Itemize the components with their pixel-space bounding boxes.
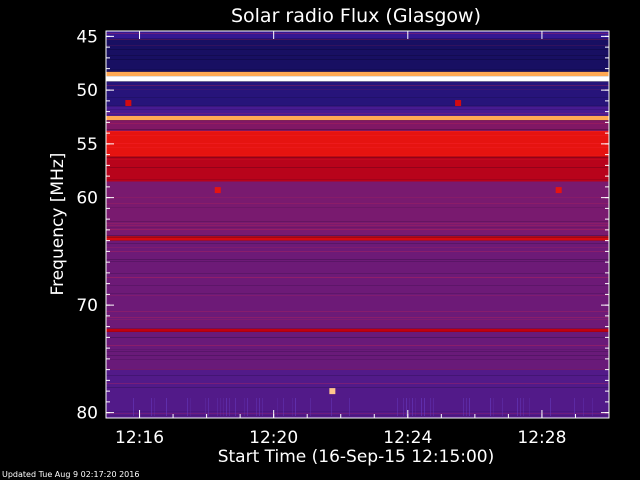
x-tick-label: 12:28 xyxy=(517,428,566,448)
x-axis: 12:16 12:20 12:24 12:28 xyxy=(105,31,610,448)
x-tick-label: 12:16 xyxy=(115,428,164,448)
frequency-band xyxy=(106,130,609,157)
x-tick-label: 12:20 xyxy=(249,428,298,448)
y-tick-label: 60 xyxy=(76,189,98,209)
x-axis-label: Start Time (16-Sep-15 12:15:00) xyxy=(218,447,495,467)
burst-point xyxy=(455,100,462,107)
y-axis: 45 50 55 60 70 80 xyxy=(76,27,609,424)
chart-title: Solar radio Flux (Glasgow) xyxy=(231,5,481,27)
y-tick-label: 55 xyxy=(76,135,98,155)
burst-point xyxy=(214,187,221,194)
frequency-band xyxy=(106,328,609,332)
frequency-band xyxy=(106,76,609,82)
frequency-band xyxy=(106,81,609,107)
frequency-band xyxy=(106,156,609,182)
frequency-band xyxy=(106,38,609,72)
frequency-band xyxy=(106,369,609,418)
y-tick-label: 70 xyxy=(76,296,98,316)
frequency-band xyxy=(106,240,609,329)
frequency-band xyxy=(106,106,609,116)
frequency-band xyxy=(106,71,609,77)
frequency-band xyxy=(106,181,609,237)
burst-point xyxy=(329,388,336,395)
y-axis-label: Frequency [MHz] xyxy=(48,153,68,296)
y-tick-label: 45 xyxy=(76,27,98,47)
updated-timestamp: Updated Tue Aug 9 02:17:20 2016 xyxy=(2,470,140,479)
frequency-band xyxy=(106,236,609,241)
plot-area xyxy=(106,31,609,418)
spectrogram-texture xyxy=(106,33,609,416)
y-tick-label: 50 xyxy=(76,81,98,101)
frequency-band xyxy=(106,115,609,121)
plot-frame xyxy=(105,30,610,419)
frequency-band xyxy=(106,332,609,370)
x-tick-label: 12:24 xyxy=(383,428,432,448)
burst-point xyxy=(125,100,132,107)
burst-point xyxy=(555,187,562,194)
frequency-band xyxy=(106,31,609,39)
y-tick-label: 80 xyxy=(76,404,98,424)
frequency-band xyxy=(106,120,609,131)
